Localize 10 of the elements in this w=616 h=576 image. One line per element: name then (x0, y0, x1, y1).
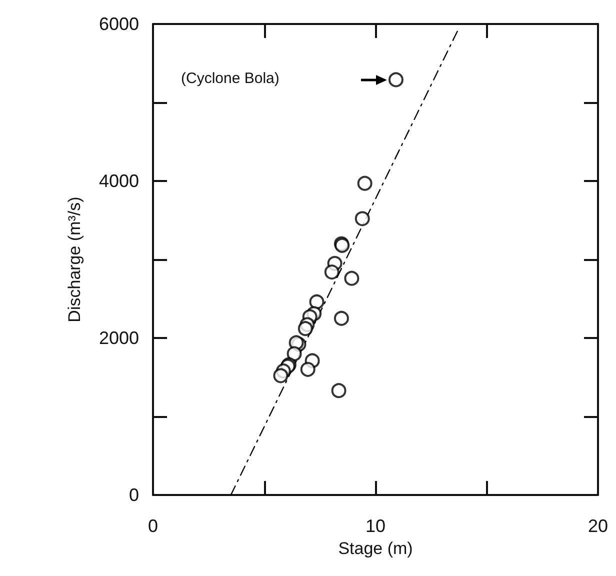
x-tick-label: 20 (588, 516, 608, 536)
y-tick-label: 0 (128, 485, 139, 505)
annotation: (Cyclone Bola) (181, 70, 280, 87)
x-axis-title: Stage (m) (338, 538, 413, 558)
x-tick-label: 0 (148, 516, 158, 536)
x-tick-label: 10 (365, 516, 386, 536)
y-tick-label: 6000 (98, 14, 139, 34)
y-tick-label: 4000 (98, 171, 139, 191)
y-axis-title: Discharge (m³/s) (65, 196, 84, 322)
y-tick-label: 2000 (98, 328, 139, 348)
